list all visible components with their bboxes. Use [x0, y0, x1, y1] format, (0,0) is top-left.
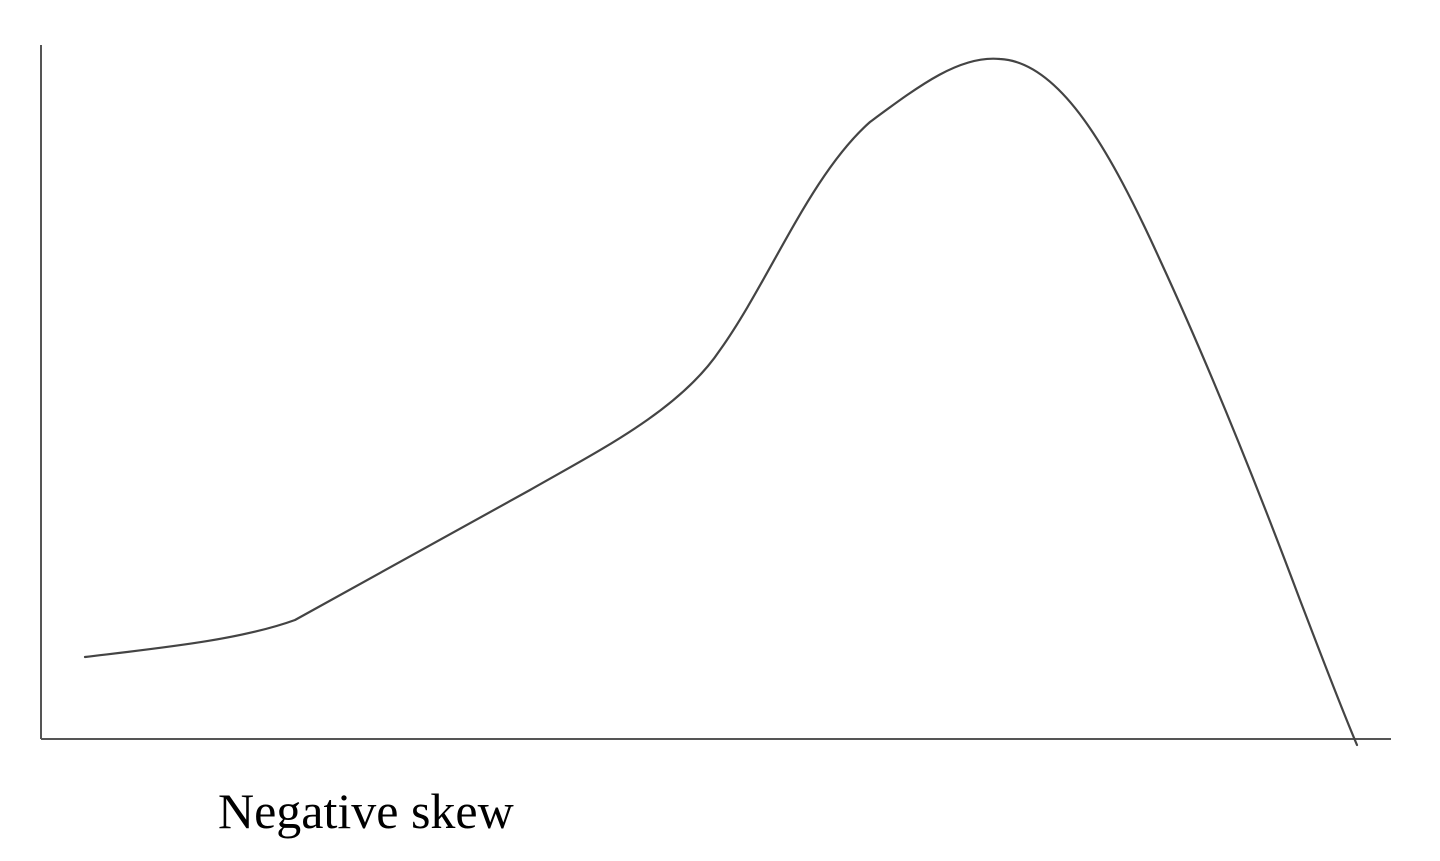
- distribution-curve: [83, 57, 1359, 747]
- diagram-caption: Negative skew: [218, 783, 514, 839]
